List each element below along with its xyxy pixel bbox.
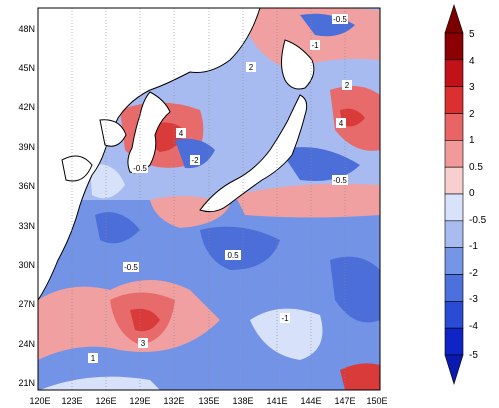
contour-label: 0.5 (227, 251, 239, 260)
lon-label: 144E (300, 396, 321, 406)
colorbar-segment (444, 59, 464, 87)
colorbar-bottom-arrow (444, 354, 464, 386)
contour-label: -1 (311, 41, 319, 50)
colorbar-label: -4 (469, 321, 478, 332)
contour-label: -0.5 (333, 176, 347, 185)
lon-label: 147E (334, 396, 355, 406)
land (38, 8, 315, 301)
colorbar-segment (444, 193, 464, 222)
colorbar-segments (444, 32, 464, 356)
lon-label: 150E (366, 396, 387, 406)
colorbar-label: -3 (469, 294, 478, 305)
contour-label: 1 (91, 354, 96, 363)
colorbar-label: 1 (469, 135, 475, 146)
contour-label: 2 (249, 63, 254, 72)
lat-label: 45N (18, 63, 35, 73)
colorbar-label: 0.5 (469, 162, 483, 173)
contour-label: 4 (179, 129, 184, 138)
anomaly-field (38, 8, 380, 390)
lon-label: 129E (129, 396, 150, 406)
colorbar-label: 3 (469, 82, 475, 93)
colorbar-segment (444, 86, 464, 114)
lon-label: 138E (232, 396, 253, 406)
contour-label: 4 (339, 119, 344, 128)
map-plot: -0.5 -1 2 4 -2 -0.5 4 -0.5 -0.5 3 0.5 -1… (18, 7, 388, 406)
colorbar-label: 0 (469, 188, 475, 199)
lat-label: 48N (18, 24, 35, 34)
lon-label: 120E (29, 396, 50, 406)
lon-label: 126E (95, 396, 116, 406)
lat-label: 27N (18, 299, 35, 309)
lon-label: 135E (198, 396, 219, 406)
colorbar-segment (444, 166, 464, 195)
colorbar-label: -2 (469, 268, 478, 279)
colorbar-label: 4 (469, 56, 475, 67)
colorbar-label: -1 (469, 241, 478, 252)
lat-label: 21N (18, 378, 35, 388)
colorbar-label: 5 (469, 29, 475, 40)
colorbar-segment (444, 274, 464, 302)
contour-label: -0.5 (124, 263, 138, 272)
longitude-labels: 120E 123E 126E 129E 132E 135E 138E 141E … (29, 396, 387, 406)
colorbar-segment (444, 32, 464, 61)
colorbar: 5 4 3 2 1 0.5 0 -0.5 -1 -2 -3 -4 -5 (444, 4, 487, 386)
colorbar-label: -0.5 (469, 215, 487, 226)
latitude-labels: 48N 45N 42N 39N 36N 33N 30N 27N 24N 21N (18, 24, 35, 388)
colorbar-label: 2 (469, 109, 475, 120)
lat-label: 42N (18, 102, 35, 112)
lat-label: 30N (18, 260, 35, 270)
lat-label: 39N (18, 142, 35, 152)
lat-label: 24N (18, 339, 35, 349)
colorbar-labels: 5 4 3 2 1 0.5 0 -0.5 -1 -2 -3 -4 -5 (469, 29, 487, 361)
contour-label: -1 (281, 314, 289, 323)
map-frame (37, 7, 381, 391)
colorbar-segment (444, 220, 464, 248)
contour-label: 3 (141, 339, 146, 348)
contour-label: -2 (191, 156, 199, 165)
lat-label: 33N (18, 221, 35, 231)
colorbar-segment (444, 113, 464, 141)
contour-labels: -0.5 -1 2 4 -2 -0.5 4 -0.5 -0.5 3 0.5 -1… (88, 14, 352, 363)
contour-label: -0.5 (133, 164, 147, 173)
colorbar-segment (444, 327, 464, 356)
colorbar-label: -5 (469, 350, 478, 361)
contour-label: 2 (345, 81, 350, 90)
lon-label: 141E (266, 396, 287, 406)
colorbar-segment (444, 140, 464, 168)
lon-label: 123E (61, 396, 82, 406)
lon-label: 132E (163, 396, 184, 406)
colorbar-top-arrow (444, 4, 464, 34)
graticule (71, 8, 346, 390)
colorbar-segment (444, 247, 464, 275)
contour-label: -0.5 (333, 15, 347, 24)
lat-label: 36N (18, 181, 35, 191)
colorbar-segment (444, 301, 464, 329)
